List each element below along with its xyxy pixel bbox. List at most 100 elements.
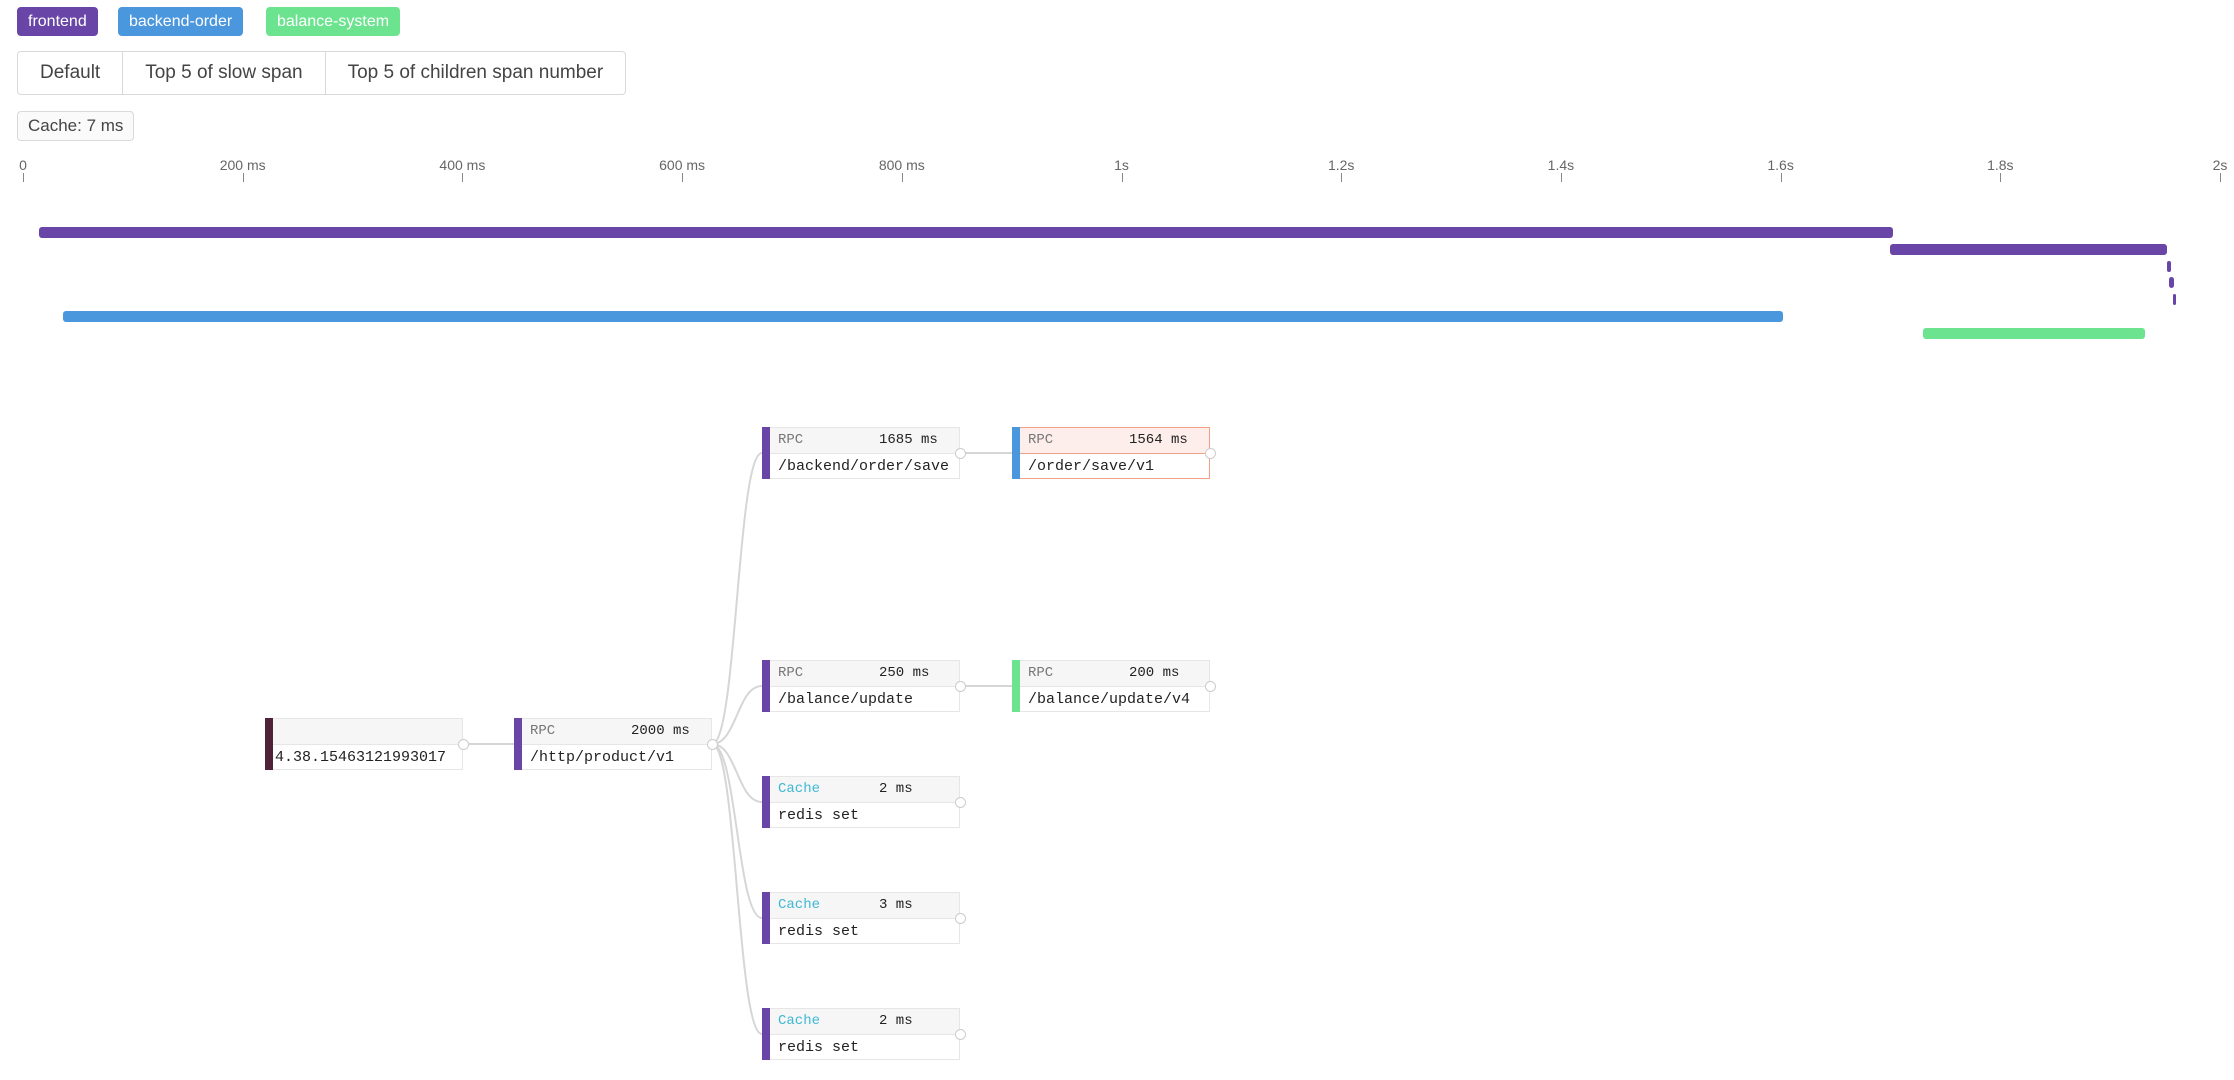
span-name: /balance/update <box>778 691 914 708</box>
span-bar-balance-system[interactable] <box>1923 327 2146 339</box>
view-default-button[interactable]: Default <box>18 52 124 94</box>
span-bar-frontend[interactable] <box>1890 243 2168 255</box>
service-color-stripe <box>762 427 770 479</box>
tree-link <box>711 743 763 919</box>
span-node[interactable]: RPC 2000 ms/http/product/v1 <box>514 718 712 770</box>
span-duration: 1564 ms <box>1129 432 1188 448</box>
service-color-stripe <box>1012 427 1020 479</box>
tree-link <box>711 685 763 745</box>
expand-port[interactable] <box>955 681 966 692</box>
span-bar-frontend[interactable] <box>39 227 1893 238</box>
span-node-header: RPC 1564 ms <box>1020 428 1209 454</box>
span-duration: 1685 ms <box>879 432 938 448</box>
expand-port[interactable] <box>955 797 966 808</box>
span-kind: Cache <box>778 781 821 797</box>
axis-tick-label: 200 ms <box>219 157 266 173</box>
span-name: /backend/order/save <box>778 458 950 475</box>
span-node-header: Cache 2 ms <box>770 1009 959 1035</box>
axis-tick-label: 600 ms <box>659 157 706 173</box>
expand-port[interactable] <box>955 913 966 924</box>
axis-tick-label: 1.2s <box>1327 157 1355 173</box>
service-color-stripe <box>265 718 273 770</box>
span-node[interactable]: Cache 2 ms redis set <box>762 1008 960 1060</box>
span-node[interactable]: Cache 2 ms redis set <box>762 776 960 828</box>
span-duration: 2000 ms <box>631 723 690 739</box>
span-node-header: Cache 2 ms <box>770 777 959 803</box>
span-node-header: RPC 2000 ms <box>522 719 711 745</box>
span-name: redis set <box>778 1039 860 1056</box>
tree-link <box>711 452 763 745</box>
span-duration: 2 ms <box>879 1013 913 1029</box>
axis-tick <box>901 173 903 182</box>
tree-link <box>711 743 763 803</box>
span-node[interactable]: 4.38.15463121993017 <box>265 718 463 770</box>
axis-tick-label: 1.8s <box>1987 157 2014 173</box>
view-top5-slow-button[interactable]: Top 5 of slow span <box>123 52 326 94</box>
view-top5-children-button[interactable]: Top 5 of children span number <box>347 62 604 83</box>
span-duration: 3 ms <box>879 897 913 913</box>
expand-port[interactable] <box>458 739 469 750</box>
axis-tick-label: 1.4s <box>1547 157 1575 173</box>
span-bar-frontend[interactable] <box>2172 294 2177 306</box>
service-color-stripe <box>762 1008 770 1060</box>
span-node-header: RPC 200 ms <box>1020 661 1209 687</box>
service-color-stripe <box>762 660 770 712</box>
span-kind: Cache <box>778 897 821 913</box>
span-node[interactable]: RPC 1564 ms/order/save/v1 <box>1012 427 1210 479</box>
legend-tag-backend-order[interactable]: backend-order <box>118 7 244 36</box>
axis-tick <box>1780 173 1782 182</box>
legend-tag-balance-system[interactable]: balance-system <box>266 7 401 36</box>
axis-tick-label: 1.6s <box>1767 157 1794 173</box>
axis-tick-label: 1s <box>1114 157 1129 173</box>
service-color-stripe <box>762 892 770 944</box>
expand-port[interactable] <box>707 739 718 750</box>
span-kind: RPC <box>778 432 804 448</box>
span-name: /order/save/v1 <box>1028 458 1155 475</box>
span-node[interactable]: RPC 200 ms/balance/update/v4 <box>1012 660 1210 712</box>
axis-tick <box>1121 173 1123 182</box>
span-bar-frontend[interactable] <box>2167 260 2171 272</box>
axis-tick-label: 400 ms <box>439 157 486 173</box>
axis-tick <box>23 173 24 182</box>
span-name: /http/product/v1 <box>530 749 675 766</box>
expand-port[interactable] <box>955 448 966 459</box>
span-node[interactable]: RPC 1685 ms/backend/order/save <box>762 427 960 479</box>
service-color-stripe <box>1012 660 1020 712</box>
span-kind: RPC <box>778 665 804 681</box>
span-bar-frontend[interactable] <box>2169 277 2174 289</box>
expand-port[interactable] <box>955 1029 966 1040</box>
axis-tick <box>1341 173 1343 182</box>
span-kind: Cache <box>778 1013 821 1029</box>
span-name: 4.38.15463121993017 <box>275 749 447 766</box>
axis-tick-label: 0 <box>19 157 27 173</box>
legend-tag-frontend[interactable]: frontend <box>17 7 98 36</box>
span-bar-backend-order[interactable] <box>62 311 1783 322</box>
expand-port[interactable] <box>1205 681 1216 692</box>
span-node-header: Cache 3 ms <box>770 893 959 919</box>
span-node[interactable]: RPC 250 ms/balance/update <box>762 660 960 712</box>
service-color-stripe <box>762 776 770 828</box>
span-kind: RPC <box>530 723 556 739</box>
span-kind: RPC <box>1028 665 1054 681</box>
axis-tick-label: 2s <box>2212 157 2228 173</box>
span-duration: 200 ms <box>1129 665 1180 681</box>
span-name: redis set <box>778 807 860 824</box>
span-node-header: RPC 1685 ms <box>770 428 959 454</box>
span-duration: 2 ms <box>879 781 913 797</box>
axis-tick <box>1560 173 1562 182</box>
span-node-header <box>273 719 462 745</box>
axis-tick <box>242 173 244 182</box>
span-kind: RPC <box>1028 432 1054 448</box>
axis-tick <box>462 173 464 182</box>
service-color-stripe <box>514 718 522 770</box>
span-node[interactable]: Cache 3 ms redis set <box>762 892 960 944</box>
axis-tick-label: 800 ms <box>878 157 925 173</box>
axis-tick <box>2220 173 2221 182</box>
expand-port[interactable] <box>1205 448 1216 459</box>
tree-link <box>711 743 763 1035</box>
span-duration: 250 ms <box>879 665 930 681</box>
span-node-header: RPC 250 ms <box>770 661 959 687</box>
axis-tick <box>2000 173 2002 182</box>
cache-summary-badge: Cache: 7 ms <box>17 111 135 141</box>
